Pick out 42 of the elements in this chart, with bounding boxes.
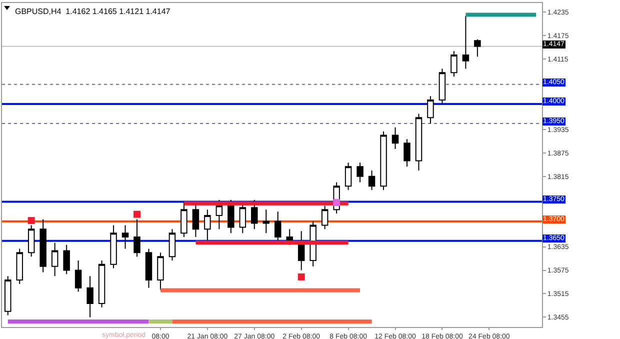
candlestick <box>40 218 46 273</box>
candlestick <box>474 38 481 58</box>
point <box>28 217 35 224</box>
candlestick <box>404 138 410 168</box>
candlestick <box>415 113 422 171</box>
candlestick <box>98 260 106 308</box>
candlestick <box>438 68 446 104</box>
candlestick <box>321 205 328 230</box>
candlestick <box>122 224 129 250</box>
candlestick <box>4 276 12 316</box>
candlestick <box>134 218 140 258</box>
candlestick <box>427 96 434 124</box>
candlestick <box>251 199 258 230</box>
candlestick <box>228 199 234 234</box>
candlestick <box>239 203 246 234</box>
point <box>134 210 140 218</box>
candlestick <box>110 224 117 269</box>
candlestick <box>204 209 211 242</box>
candlestick <box>16 248 23 284</box>
candlestick <box>274 211 282 244</box>
candlestick <box>28 224 35 258</box>
candlestick <box>63 244 70 275</box>
candlestick <box>74 260 82 292</box>
candlestick <box>356 162 364 183</box>
candlestick <box>462 15 470 70</box>
text: GBPUSD,H4 1.4162 1.4165 1.4121 1.4147 <box>15 7 171 16</box>
candlestick <box>380 130 387 191</box>
candlestick <box>392 126 399 150</box>
candlestick <box>262 209 270 234</box>
candlestick <box>344 162 352 191</box>
candlestick <box>145 248 152 288</box>
candlestick <box>86 276 94 318</box>
candlestick <box>450 50 458 78</box>
candlestick <box>192 203 200 238</box>
candlestick <box>180 201 188 238</box>
candlestick <box>368 170 376 191</box>
candlestick <box>168 228 176 261</box>
candlestick <box>216 199 223 230</box>
point <box>298 273 305 280</box>
candlestick <box>157 252 164 290</box>
candlestick <box>51 242 58 277</box>
point <box>333 199 340 206</box>
